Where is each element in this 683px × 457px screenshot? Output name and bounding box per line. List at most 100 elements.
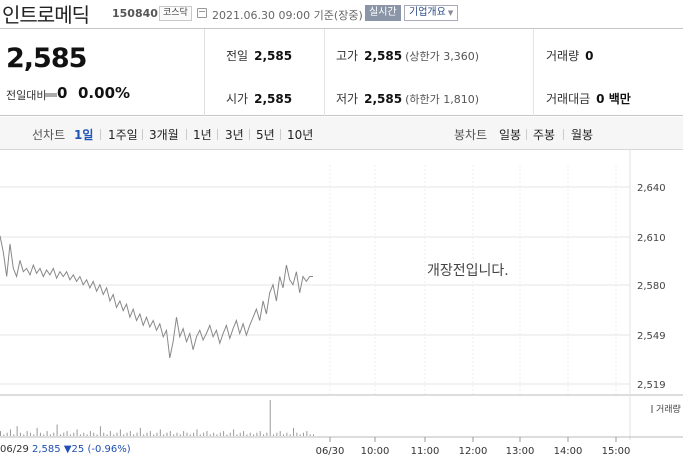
open-price: 시가 2,585 bbox=[226, 90, 292, 107]
volume-bar bbox=[229, 432, 231, 436]
tab-3year[interactable]: 3년 bbox=[225, 128, 244, 142]
x-tick-label: 11:00 bbox=[411, 446, 440, 457]
volume-bar bbox=[33, 434, 35, 436]
volume-bar bbox=[189, 434, 191, 436]
volume-bar bbox=[159, 429, 161, 436]
volume-bar bbox=[156, 432, 158, 436]
volume-bar bbox=[9, 429, 11, 436]
low-price: 저가 2,585 (하한가 1,810) bbox=[336, 90, 479, 107]
volume-bar bbox=[83, 432, 85, 436]
volume-bar bbox=[216, 434, 218, 436]
tab-daily-candle[interactable]: 일봉 bbox=[499, 128, 522, 142]
change-label: 전일대비 bbox=[6, 89, 47, 102]
volume-bar bbox=[126, 432, 128, 436]
price-chart: 2,640 2,610 2,580 2,549 2,519 06/30 10:00 11:00… bbox=[0, 150, 683, 457]
volume-bar bbox=[183, 431, 185, 436]
volume-bar bbox=[306, 431, 308, 436]
market-badge: 코스닥 bbox=[159, 6, 192, 21]
volume-legend: 거래량 bbox=[651, 402, 681, 415]
high-price: 고가 2,585 (상한가 3,360) bbox=[336, 47, 479, 64]
volume-bar bbox=[133, 434, 135, 436]
volume-bar bbox=[0, 431, 1, 436]
volume-bar bbox=[96, 434, 98, 436]
volume-bar bbox=[69, 434, 71, 436]
line-chart-label: 선차트 bbox=[32, 128, 66, 142]
tab-weekly-candle[interactable]: 주봉 bbox=[533, 128, 556, 142]
volume-bar bbox=[79, 434, 81, 436]
change-value: 0 bbox=[57, 84, 68, 102]
volume-bar bbox=[129, 431, 131, 436]
volume-bar bbox=[246, 434, 248, 436]
volume-bar bbox=[43, 434, 45, 436]
volume-bar bbox=[256, 432, 258, 436]
volume-bar bbox=[109, 431, 111, 436]
volume-bar bbox=[176, 432, 178, 436]
calendar-icon bbox=[197, 8, 207, 18]
volume-bar bbox=[23, 434, 25, 436]
volume-bar bbox=[103, 432, 105, 436]
amount-label: 거래대금 bbox=[546, 92, 591, 106]
volume-bar bbox=[223, 431, 225, 436]
volume-bar bbox=[93, 432, 95, 436]
volume-label: 거래량 bbox=[546, 49, 580, 63]
pre-market-notice: 개장전입니다. bbox=[427, 263, 509, 279]
tab-1year[interactable]: 1년 bbox=[193, 128, 212, 142]
prev-change: ▼25 bbox=[63, 444, 85, 455]
realtime-button[interactable]: 실시간 bbox=[365, 5, 401, 21]
volume-bar bbox=[16, 426, 18, 436]
x-tick-label: 15:00 bbox=[602, 446, 631, 457]
company-info-dropdown[interactable]: 기업개요 ▼ bbox=[404, 5, 459, 21]
current-price: 2,585 bbox=[6, 43, 87, 74]
volume-bar bbox=[273, 434, 275, 436]
y-tick-label: 2,580 bbox=[637, 281, 666, 292]
price-summary: 2,585 전일대비 0 0.00% 전일 2,585 고가 2,585 (상한가 3… bbox=[0, 28, 683, 116]
volume-bar bbox=[163, 434, 165, 436]
high-label: 고가 bbox=[336, 49, 359, 63]
divider bbox=[533, 29, 534, 116]
prev-close: 전일 2,585 bbox=[226, 47, 292, 64]
volume-bar bbox=[59, 434, 61, 436]
volume-bar bbox=[266, 432, 268, 436]
tab-monthly-candle[interactable]: 월봉 bbox=[571, 128, 594, 142]
low-label: 저가 bbox=[336, 92, 359, 106]
volume-bar bbox=[269, 400, 271, 436]
volume-bar bbox=[309, 434, 311, 436]
tab-5year[interactable]: 5년 bbox=[256, 128, 275, 142]
x-tick-label: 06/30 bbox=[316, 446, 345, 457]
flat-change-icon bbox=[45, 93, 57, 97]
volume-bar bbox=[276, 432, 278, 436]
volume-bar bbox=[199, 434, 201, 436]
volume-bar bbox=[39, 432, 41, 436]
upper-limit: (상한가 3,360) bbox=[405, 50, 479, 63]
x-tick-label: 14:00 bbox=[554, 446, 583, 457]
volume-bar bbox=[106, 434, 108, 436]
chevron-down-icon: ▼ bbox=[447, 9, 454, 17]
volume-bar bbox=[283, 434, 285, 436]
volume-bar bbox=[193, 432, 195, 436]
stock-name: 인트로메딕 bbox=[2, 3, 90, 27]
divider bbox=[526, 129, 527, 140]
volume-bar bbox=[66, 431, 68, 436]
volume-bar bbox=[63, 432, 65, 436]
open-value: 2,585 bbox=[254, 92, 293, 106]
tab-3month[interactable]: 3개월 bbox=[149, 128, 179, 142]
x-tick-label: 13:00 bbox=[506, 446, 535, 457]
volume-bar bbox=[169, 431, 171, 436]
prev-close-label: 전일 bbox=[226, 49, 249, 63]
tab-1day[interactable]: 1일 bbox=[74, 128, 94, 142]
volume-bar bbox=[219, 432, 221, 436]
volume-bar bbox=[286, 432, 288, 436]
volume-bar bbox=[149, 431, 151, 436]
volume-bar bbox=[136, 432, 138, 436]
volume-bar bbox=[166, 432, 168, 436]
price-line bbox=[0, 235, 313, 359]
chart-canvas: 2,640 2,610 2,580 2,549 2,519 06/30 10:00 11:00… bbox=[0, 150, 683, 457]
volume-bar bbox=[53, 432, 55, 436]
volume-bar bbox=[86, 434, 88, 436]
tab-10year[interactable]: 10년 bbox=[287, 128, 314, 142]
volume-bar bbox=[206, 431, 208, 436]
volume-bar bbox=[113, 434, 115, 436]
timestamp: 2021.06.30 09:00 기준(장중) bbox=[212, 9, 363, 22]
volume-value: 0 bbox=[585, 49, 594, 63]
tab-1week[interactable]: 1주일 bbox=[108, 128, 138, 142]
